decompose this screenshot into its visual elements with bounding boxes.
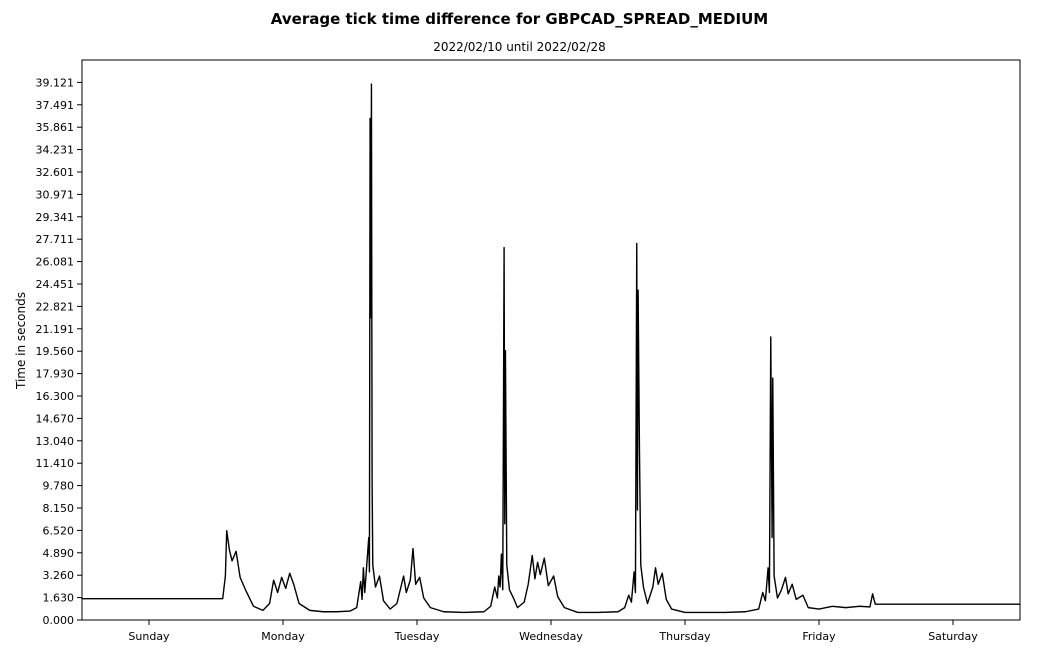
y-tick-label: 30.971 bbox=[36, 188, 75, 201]
y-tick-label: 13.040 bbox=[36, 435, 75, 448]
y-tick-label: 4.890 bbox=[43, 547, 75, 560]
x-tick-label: Monday bbox=[261, 630, 305, 643]
y-tick-label: 27.711 bbox=[36, 233, 75, 246]
x-tick-label: Tuesday bbox=[394, 630, 440, 643]
y-tick-label: 24.451 bbox=[36, 278, 75, 291]
y-tick-label: 34.231 bbox=[36, 144, 75, 157]
y-tick-label: 0.000 bbox=[43, 614, 75, 627]
y-tick-label: 14.670 bbox=[36, 412, 75, 425]
y-tick-label: 8.150 bbox=[43, 502, 75, 515]
y-tick-label: 32.601 bbox=[36, 166, 75, 179]
y-tick-label: 22.821 bbox=[36, 300, 75, 313]
y-tick-label: 35.861 bbox=[36, 121, 75, 134]
y-tick-label: 29.341 bbox=[36, 211, 75, 224]
y-tick-label: 37.491 bbox=[36, 99, 75, 112]
y-tick-label: 9.780 bbox=[43, 480, 75, 493]
y-tick-label: 39.121 bbox=[36, 76, 75, 89]
x-tick-label: Wednesday bbox=[519, 630, 583, 643]
chart-container: Average tick time difference for GBPCAD_… bbox=[0, 0, 1039, 664]
y-tick-label: 3.260 bbox=[43, 569, 75, 582]
x-tick-label: Sunday bbox=[128, 630, 170, 643]
y-tick-label: 1.630 bbox=[43, 592, 75, 605]
y-tick-label: 17.930 bbox=[36, 368, 75, 381]
y-tick-label: 16.300 bbox=[36, 390, 75, 403]
line-chart: 0.000 1.630 3.260 4.890 6.520 8.150 9.780 11.41… bbox=[0, 0, 1039, 664]
y-tick-label: 26.081 bbox=[36, 256, 75, 269]
y-tick-label: 21.191 bbox=[36, 323, 75, 336]
x-tick-label: Saturday bbox=[928, 630, 978, 643]
x-tick-label: Friday bbox=[802, 630, 836, 643]
y-tick-label: 19.560 bbox=[36, 345, 75, 358]
y-tick-label: 6.520 bbox=[43, 524, 75, 537]
y-tick-label: 11.410 bbox=[36, 457, 75, 470]
x-tick-label: Thursday bbox=[658, 630, 711, 643]
